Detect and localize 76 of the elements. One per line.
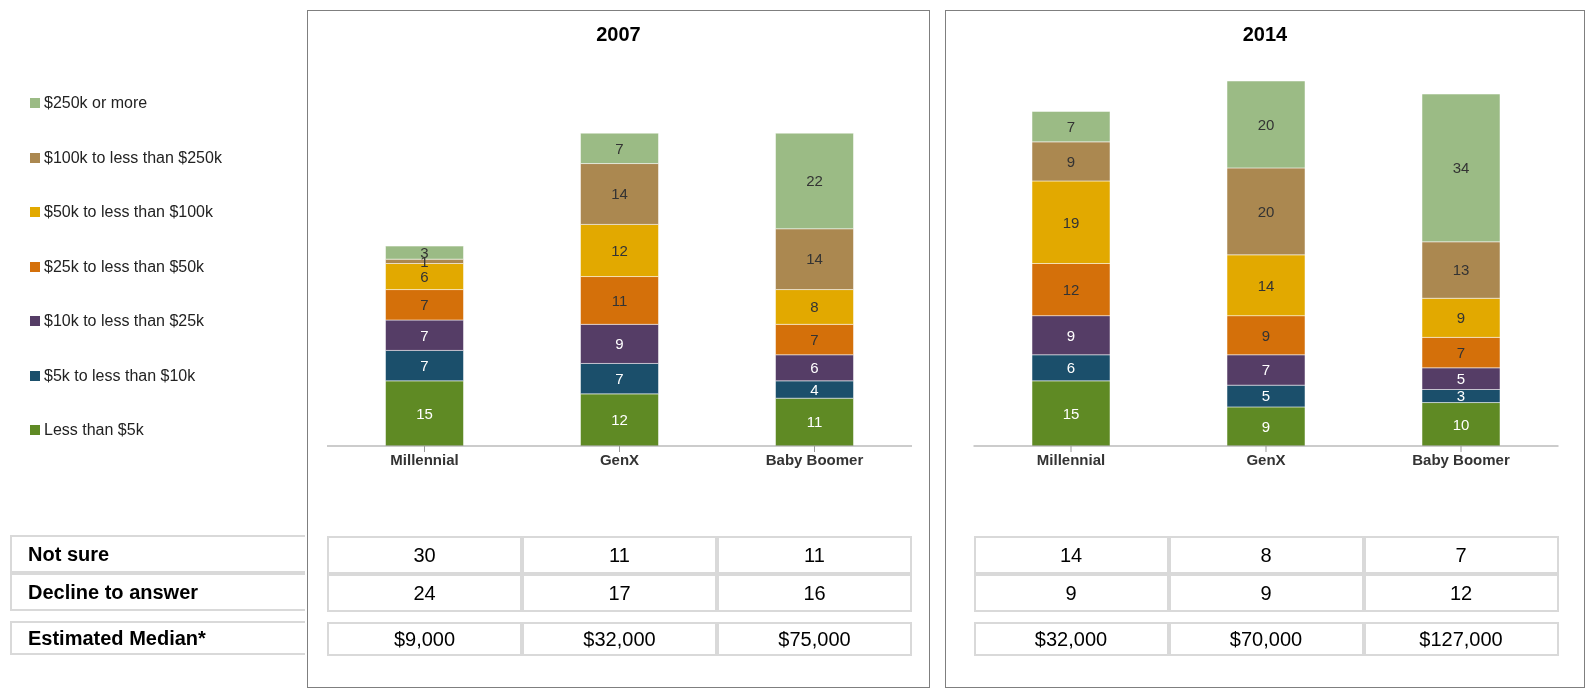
data-label: 7	[1066, 117, 1076, 135]
text: 30	[327, 536, 522, 574]
data-label: 9	[615, 335, 624, 353]
x-tick-label: Baby Boomer	[765, 450, 864, 468]
data-label: 15	[1062, 404, 1080, 422]
legend-label: $25k to less than $50k	[44, 257, 205, 276]
data-label: 15	[416, 404, 433, 422]
data-label: 3	[1456, 387, 1466, 405]
data-label: 20	[1257, 202, 1275, 220]
data-label: 7	[1261, 361, 1271, 379]
data-label: 7	[1456, 343, 1466, 361]
text: $32,000	[973, 622, 1169, 656]
data-label: 6	[810, 359, 819, 377]
data-label: 9	[1066, 326, 1076, 344]
x-tick-label: Millennial	[1036, 450, 1106, 468]
data-label: 5	[1456, 369, 1466, 387]
chart-title: 2007	[595, 23, 642, 46]
text: 7	[1363, 536, 1559, 574]
x-tick-label: Millennial	[390, 450, 459, 468]
data-label: 5	[1261, 387, 1271, 405]
text: 8	[1168, 536, 1364, 574]
data-label: 13	[1452, 261, 1470, 279]
text: 16	[717, 574, 912, 612]
data-label: 7	[420, 356, 429, 374]
data-label: 8	[810, 298, 819, 316]
data-label: 11	[611, 291, 628, 309]
legend-label: $100k to less than $250k	[44, 148, 222, 167]
data-label: 6	[420, 267, 429, 285]
data-label: 19	[1062, 213, 1080, 231]
data-label: 12	[1062, 280, 1080, 298]
x-tick-label: Baby Boomer	[1412, 450, 1510, 468]
text: Decline to answer	[10, 573, 305, 611]
data-label: 14	[806, 250, 823, 268]
legend-label: $5k to less than $10k	[44, 366, 196, 385]
text: Estimated Median*	[10, 621, 305, 655]
text: 14	[973, 536, 1169, 574]
text: $75,000	[717, 622, 912, 656]
data-label: 9	[1456, 309, 1466, 327]
data-label: 9	[1261, 417, 1271, 435]
data-label: 20	[1257, 115, 1275, 133]
data-label: 9	[1066, 152, 1076, 170]
legend-label: $10k to less than $25k	[44, 312, 205, 331]
text: $9,000	[327, 622, 522, 656]
data-label: 7	[420, 326, 429, 344]
data-label: 7	[615, 139, 624, 157]
data-label: 7	[615, 369, 624, 387]
data-label: 34	[1452, 159, 1470, 177]
data-label: 9	[1261, 326, 1271, 344]
data-label: 7	[810, 330, 819, 348]
text: 17	[522, 574, 717, 612]
text: 9	[1168, 574, 1364, 612]
data-label: 6	[1066, 359, 1076, 377]
chart-title: 2014	[1241, 23, 1289, 46]
text: 11	[717, 536, 912, 574]
text: $127,000	[1363, 622, 1559, 656]
x-tick-label: GenX	[599, 450, 640, 468]
text: $70,000	[1168, 622, 1364, 656]
text: 11	[522, 536, 717, 574]
data-label: 12	[611, 241, 628, 259]
data-label: 7	[420, 296, 429, 314]
legend-label: $50k to less than $100k	[44, 203, 214, 222]
legend-label: Less than $5k	[44, 421, 144, 440]
text: 12	[1363, 574, 1559, 612]
x-tick-label: GenX	[1246, 450, 1286, 468]
data-label: 22	[806, 172, 823, 190]
data-label: 12	[611, 411, 628, 429]
text: 24	[327, 574, 522, 612]
text: 9	[973, 574, 1169, 612]
text: Not sure	[10, 535, 305, 573]
legend-label: $250k or more	[44, 94, 148, 113]
data-label: 11	[806, 413, 823, 431]
data-label: 14	[611, 185, 628, 203]
data-label: 14	[1257, 276, 1275, 294]
data-label: 10	[1452, 415, 1470, 433]
text: $32,000	[522, 622, 717, 656]
data-label: 4	[810, 380, 819, 398]
